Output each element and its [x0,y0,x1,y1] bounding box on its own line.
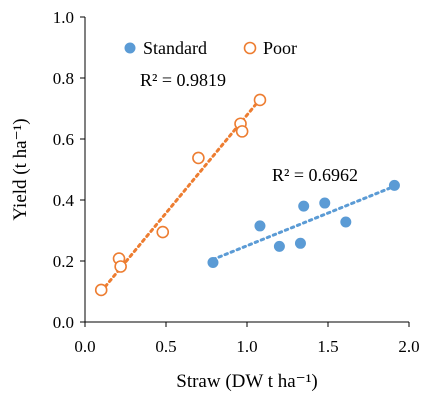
point-standard [319,197,331,209]
point-poor [114,260,127,273]
legend-label-standard: Standard [143,38,207,58]
point-poor [253,93,267,107]
y-axis-title: Yield (t ha⁻¹) [10,118,31,220]
trendlines [99,97,396,293]
x-tick-label: 1.5 [317,337,338,356]
y-tick-label: 0.8 [53,69,74,88]
x-tick-label: 2.0 [398,337,419,356]
r2-label-standard: R² = 0.6962 [272,165,358,185]
chart-labels: Straw (DW t ha⁻¹) Yield (t ha⁻¹) R² = 0.… [10,70,358,392]
point-standard [254,220,266,232]
point-poor [94,283,108,297]
trendline-standard [211,184,396,261]
point-standard [207,257,219,269]
point-poor [235,125,249,138]
r2-label-poor: R² = 0.9819 [140,70,226,90]
x-tick-label: 1.0 [236,337,257,356]
y-tick-label: 0.2 [53,252,74,271]
axes: 0.0 0.2 0.4 0.6 0.8 1.0 0.0 0.5 1.0 1.5 2.0 [53,8,420,356]
point-standard [388,179,400,191]
y-tick-label: 1.0 [53,8,74,27]
point-standard [294,237,306,249]
legend-marker-poor [243,41,257,55]
legend-marker-standard [124,42,136,54]
point-poor [156,225,170,239]
legend-label-poor: Poor [263,38,297,58]
point-standard [340,216,352,228]
point-standard [273,240,285,252]
y-tick-label: 0.0 [53,313,74,332]
point-standard [298,200,310,212]
data-points [94,93,400,297]
x-tick-label: 0.5 [155,337,176,356]
x-tick-label: 0.0 [74,337,95,356]
y-tick-label: 0.4 [53,191,75,210]
legend: Standard Poor [124,38,297,58]
y-tick-label: 0.6 [53,130,74,149]
trendline-poor [99,97,262,293]
point-poor [192,151,205,165]
x-axis-title: Straw (DW t ha⁻¹) [176,371,317,392]
